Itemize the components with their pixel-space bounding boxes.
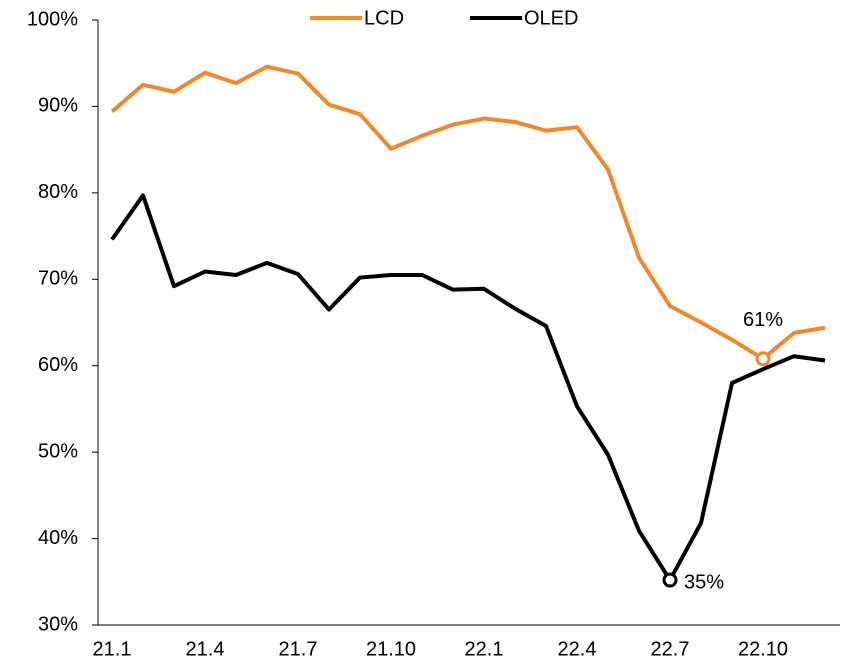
series-line [110, 193, 826, 583]
y-tick-label: 40% [38, 527, 78, 549]
x-tick-label: 22.1 [465, 638, 504, 660]
x-tick-label: 21.10 [366, 638, 416, 660]
legend-label: OLED [524, 7, 578, 29]
y-tick-label: 80% [38, 181, 78, 203]
x-tick-label: 22.4 [558, 638, 597, 660]
highlight-marker [662, 572, 678, 588]
y-tick-label: 100% [27, 8, 78, 30]
y-tick-label: 90% [38, 95, 78, 117]
x-tick-label: 21.1 [93, 638, 132, 660]
data-label: 61% [743, 309, 783, 331]
y-tick-label: 30% [38, 613, 78, 635]
data-label: 35% [684, 571, 724, 593]
x-tick-label: 22.7 [651, 638, 690, 660]
x-tick-label: 21.7 [279, 638, 318, 660]
series-line [110, 64, 826, 361]
y-tick-label: 60% [38, 354, 78, 376]
legend-label: LCD [364, 7, 404, 29]
x-tick-label: 21.4 [186, 638, 225, 660]
y-tick-label: 70% [38, 268, 78, 290]
highlight-marker [755, 351, 771, 367]
x-tick-label: 22.10 [738, 638, 788, 660]
y-tick-label: 50% [38, 440, 78, 462]
